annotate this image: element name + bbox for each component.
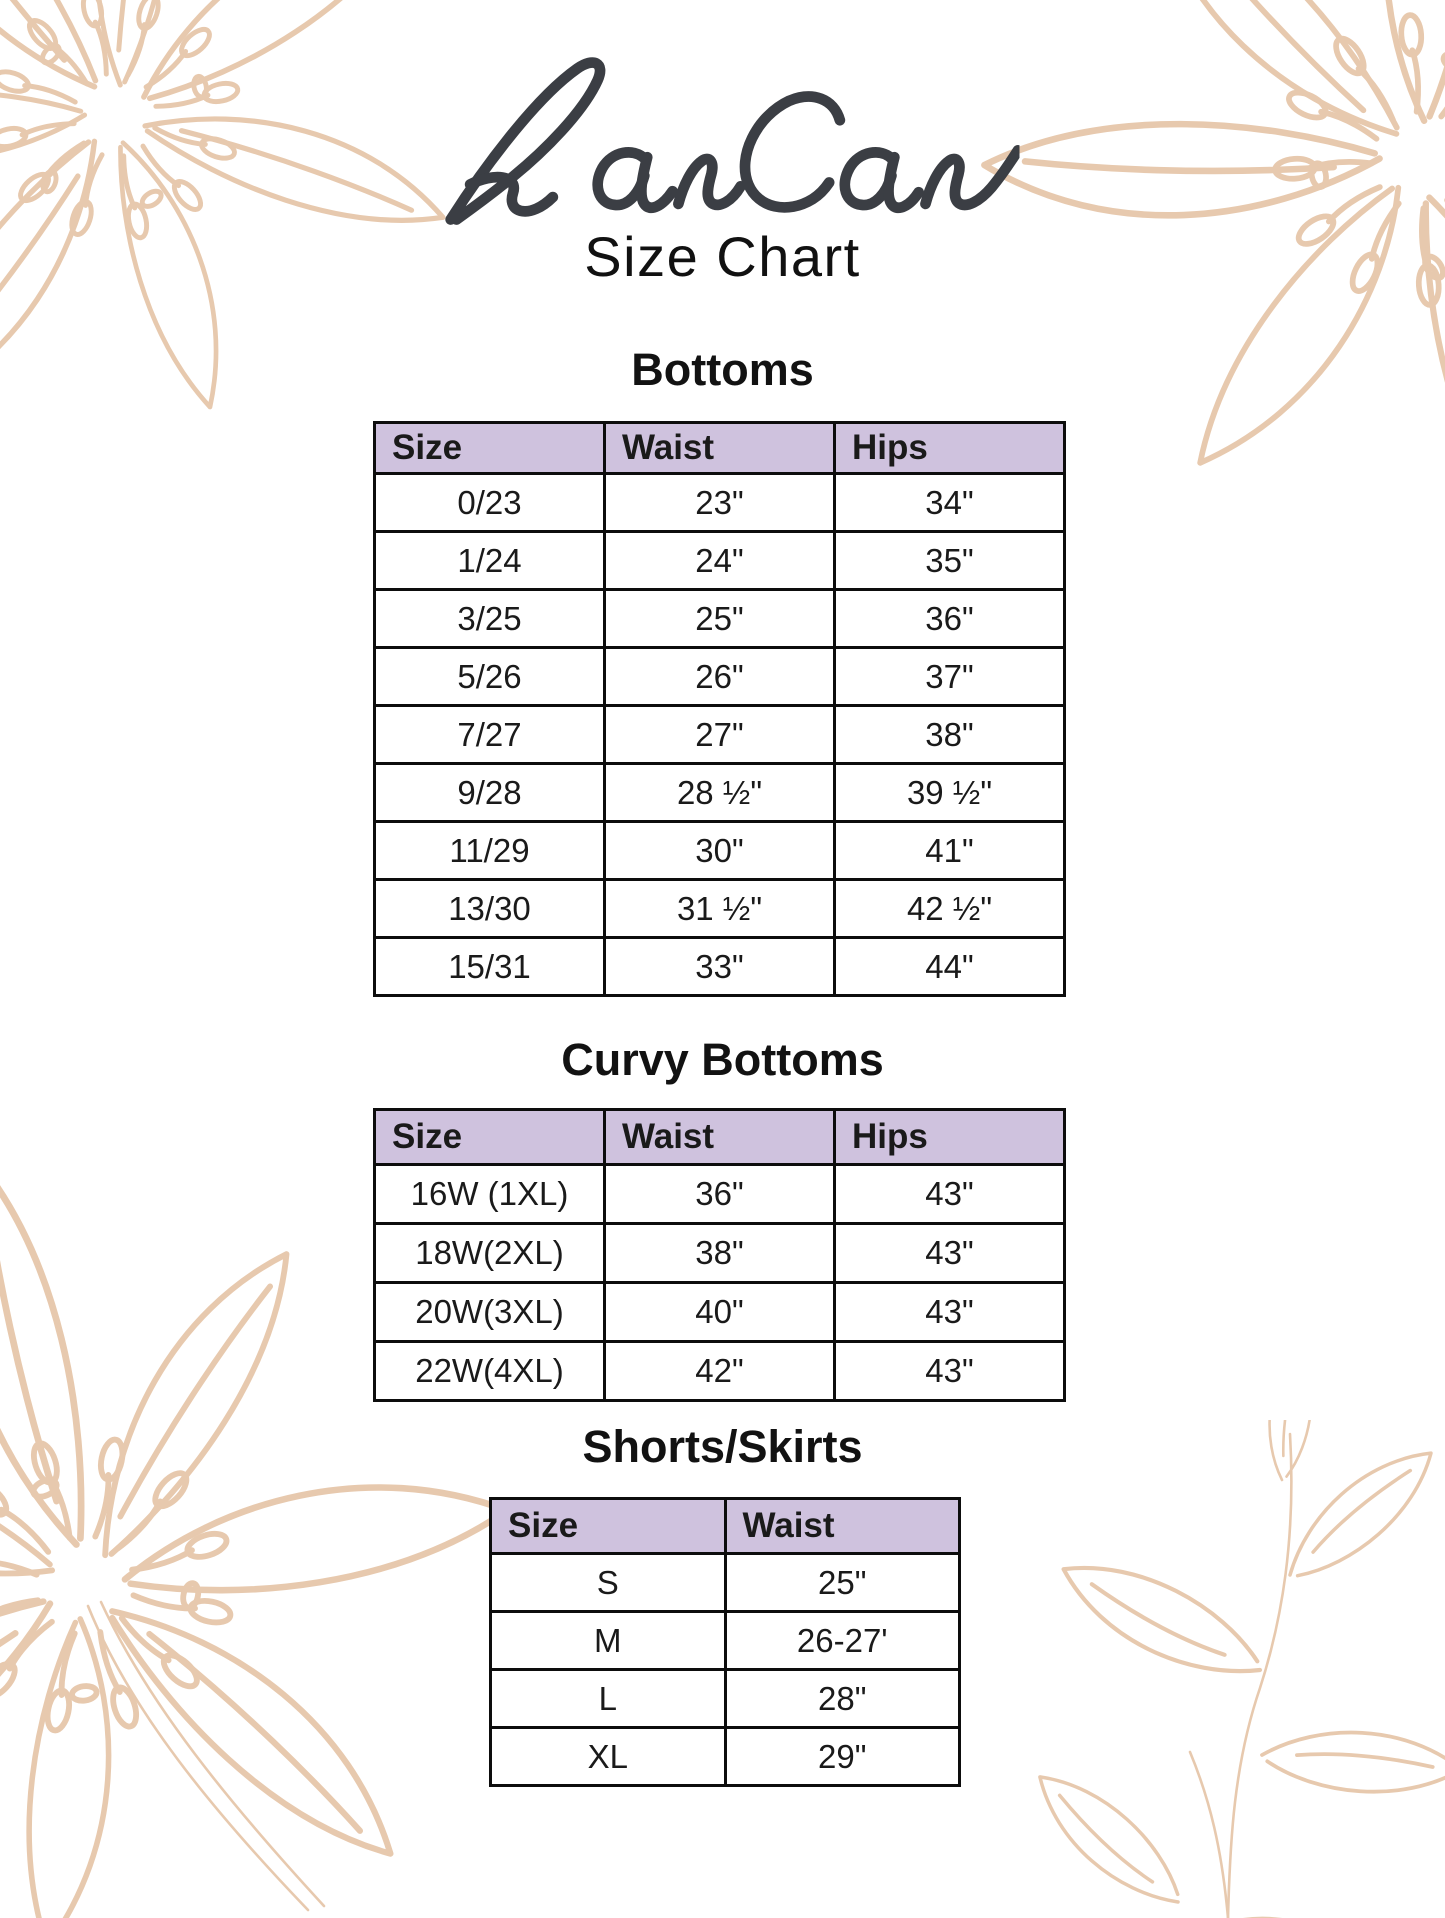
table-cell: 28 ½" (603, 762, 836, 823)
table-row: 22W(4XL) 42" 43" (373, 1340, 1066, 1402)
table-cell: 36" (603, 1163, 836, 1225)
shorts-skirts-table: Size Waist S 25" M 26-27' L 28" XL 29" (489, 1497, 961, 1787)
table-cell: 43" (833, 1222, 1066, 1284)
table-row: 0/23 23" 34" (373, 472, 1066, 533)
header-row: Size Waist (489, 1497, 961, 1555)
column-header-hips: Hips (833, 1108, 1066, 1166)
table-cell: 26-27' (723, 1610, 961, 1671)
table-row: XL 29" (489, 1726, 961, 1787)
table-row: 1/24 24" 35" (373, 530, 1066, 591)
column-header-waist: Waist (603, 421, 836, 475)
column-header-size: Size (489, 1497, 727, 1555)
table-row: 7/27 27" 38" (373, 704, 1066, 765)
table-row: 18W(2XL) 38" 43" (373, 1222, 1066, 1284)
table-cell: 1/24 (373, 530, 606, 591)
bottoms-table: Size Waist Hips 0/23 23" 34" 1/24 24" 35" 3/25 25"… (373, 421, 1066, 997)
table-cell: 15/31 (373, 936, 606, 997)
table-cell: 25" (603, 588, 836, 649)
column-header-waist: Waist (723, 1497, 961, 1555)
table-cell: 42 ½" (833, 878, 1066, 939)
table-row: 3/25 25" 36" (373, 588, 1066, 649)
table-cell: 5/26 (373, 646, 606, 707)
table-cell: 35" (833, 530, 1066, 591)
table-cell: 43" (833, 1340, 1066, 1402)
table-row: 16W (1XL) 36" 43" (373, 1163, 1066, 1225)
leaf-branch-ornament-bottom-right (1020, 1420, 1445, 1918)
table-cell: 20W(3XL) (373, 1281, 606, 1343)
table-cell: 38" (603, 1222, 836, 1284)
table-cell: 26" (603, 646, 836, 707)
section-title-shorts-skirts: Shorts/Skirts (582, 1421, 863, 1472)
table-cell: 30" (603, 820, 836, 881)
table-row: 11/29 30" 41" (373, 820, 1066, 881)
table-cell: 24" (603, 530, 836, 591)
table-cell: 3/25 (373, 588, 606, 649)
table-cell: L (489, 1668, 727, 1729)
table-row: L 28" (489, 1668, 961, 1729)
table-cell: 13/30 (373, 878, 606, 939)
table-cell: 40" (603, 1281, 836, 1343)
table-cell: 11/29 (373, 820, 606, 881)
table-cell: XL (489, 1726, 727, 1787)
table-row: M 26-27' (489, 1610, 961, 1671)
table-cell: 22W(4XL) (373, 1340, 606, 1402)
table-row: 9/28 28 ½" 39 ½" (373, 762, 1066, 823)
kancan-logo (444, 57, 1019, 225)
table-cell: S (489, 1552, 727, 1613)
table-row: 15/31 33" 44" (373, 936, 1066, 997)
table-cell: 39 ½" (833, 762, 1066, 823)
table-cell: 33" (603, 936, 836, 997)
section-title-bottoms: Bottoms (631, 344, 814, 395)
column-header-waist: Waist (603, 1108, 836, 1166)
curvy-bottoms-table: Size Waist Hips 16W (1XL) 36" 43" 18W(2XL) 38" 4… (373, 1108, 1066, 1402)
column-header-size: Size (373, 1108, 606, 1166)
table-row: 13/30 31 ½" 42 ½" (373, 878, 1066, 939)
table-cell: 25" (723, 1552, 961, 1613)
flower-stem-bottom-left (86, 1600, 326, 1912)
column-header-size: Size (373, 421, 606, 475)
table-cell: 29" (723, 1726, 961, 1787)
table-cell: 44" (833, 936, 1066, 997)
table-cell: 0/23 (373, 472, 606, 533)
table-cell: 16W (1XL) (373, 1163, 606, 1225)
table-cell: 42" (603, 1340, 836, 1402)
table-cell: 31 ½" (603, 878, 836, 939)
column-header-hips: Hips (833, 421, 1066, 475)
table-cell: 7/27 (373, 704, 606, 765)
table-cell: 38" (833, 704, 1066, 765)
table-cell: 28" (723, 1668, 961, 1729)
table-cell: 41" (833, 820, 1066, 881)
table-cell: 37" (833, 646, 1066, 707)
table-row: S 25" (489, 1552, 961, 1613)
table-cell: 27" (603, 704, 836, 765)
table-cell: M (489, 1610, 727, 1671)
header-row: Size Waist Hips (373, 421, 1066, 475)
table-cell: 9/28 (373, 762, 606, 823)
table-row: 5/26 26" 37" (373, 646, 1066, 707)
table-cell: 43" (833, 1281, 1066, 1343)
table-cell: 23" (603, 472, 836, 533)
table-cell: 43" (833, 1163, 1066, 1225)
table-cell: 18W(2XL) (373, 1222, 606, 1284)
page-title: Size Chart (584, 225, 861, 288)
header-row: Size Waist Hips (373, 1108, 1066, 1166)
section-title-curvy-bottoms: Curvy Bottoms (561, 1034, 884, 1085)
table-cell: 34" (833, 472, 1066, 533)
table-cell: 36" (833, 588, 1066, 649)
table-row: 20W(3XL) 40" 43" (373, 1281, 1066, 1343)
